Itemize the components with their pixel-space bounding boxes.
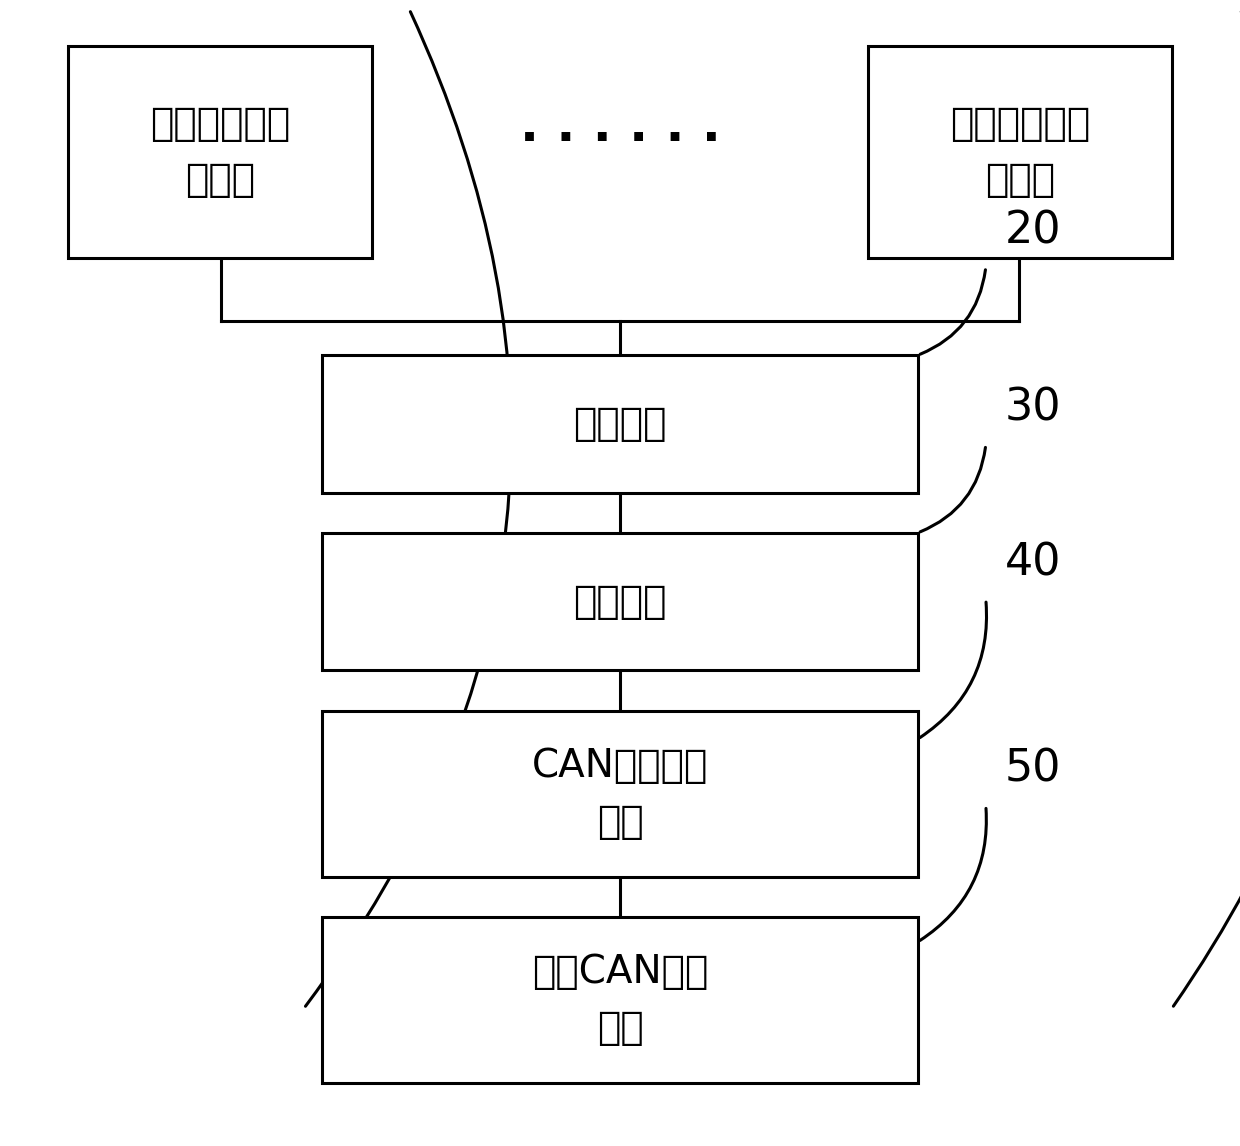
Text: 采集电路: 采集电路 — [573, 405, 667, 444]
Text: 旋转变压器接
线端子: 旋转变压器接 线端子 — [950, 104, 1090, 199]
FancyArrowPatch shape — [920, 808, 986, 941]
FancyArrowPatch shape — [920, 269, 986, 354]
FancyArrowPatch shape — [920, 602, 987, 738]
Bar — [322, 711, 918, 877]
Bar — [322, 533, 918, 670]
Bar — [68, 46, 372, 258]
Text: 40: 40 — [1004, 541, 1061, 584]
Text: 30: 30 — [1004, 386, 1061, 430]
Text: 50: 50 — [1004, 747, 1061, 791]
FancyArrowPatch shape — [1173, 11, 1240, 1006]
Text: 解码电路: 解码电路 — [573, 582, 667, 621]
FancyArrowPatch shape — [920, 447, 986, 532]
Text: 旋转变压器接
线端子: 旋转变压器接 线端子 — [150, 104, 290, 199]
Bar — [322, 917, 918, 1083]
FancyArrowPatch shape — [305, 11, 511, 1006]
Text: 第一CAN通信
接口: 第一CAN通信 接口 — [532, 952, 708, 1047]
Bar — [322, 355, 918, 493]
Text: · · · · · ·: · · · · · · — [520, 116, 720, 164]
Text: CAN总线发送
电路: CAN总线发送 电路 — [532, 746, 708, 841]
Bar — [868, 46, 1172, 258]
Text: 20: 20 — [1004, 209, 1061, 252]
